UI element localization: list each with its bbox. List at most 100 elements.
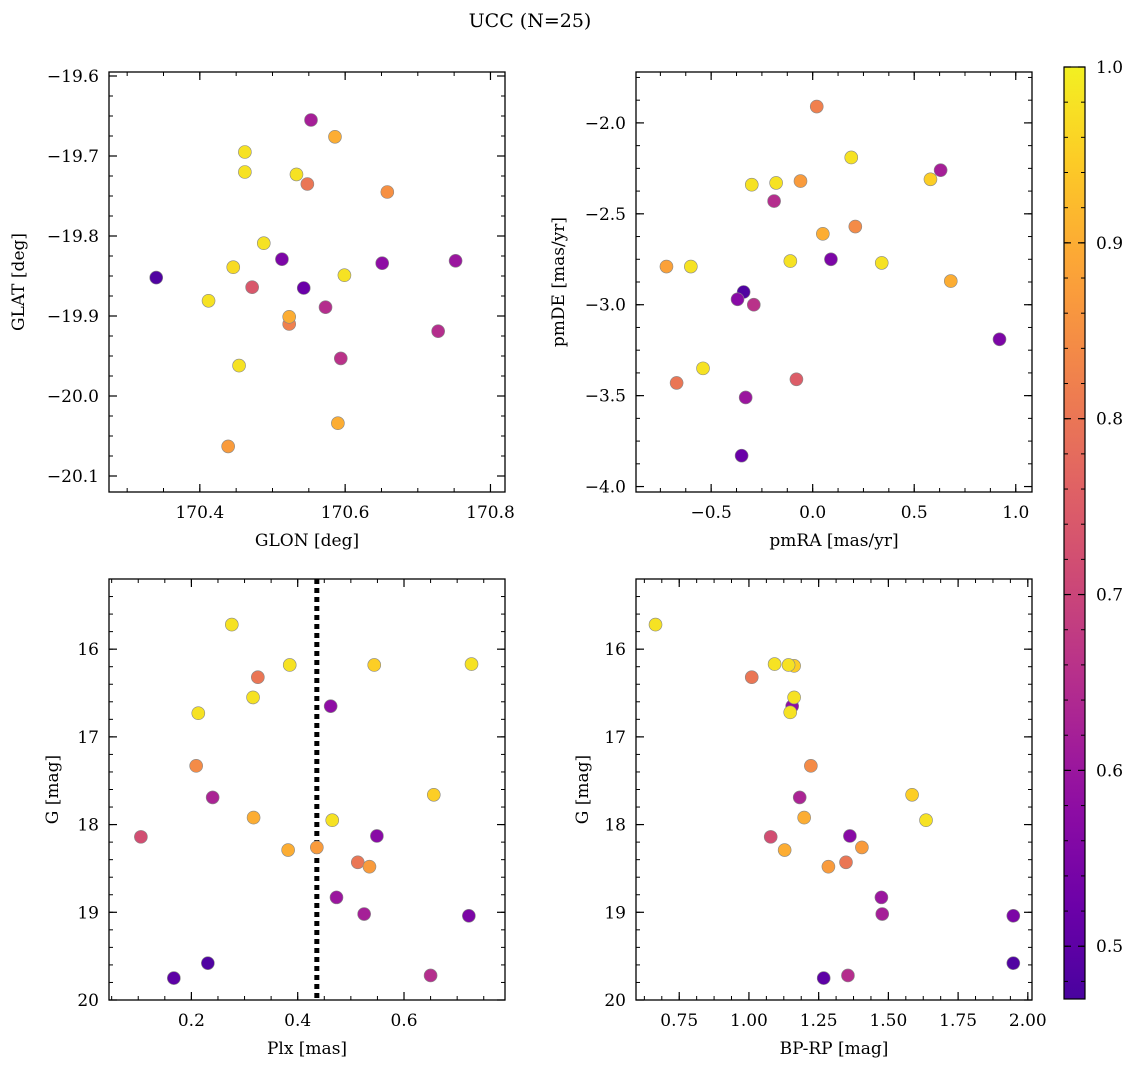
scatter-point [191, 706, 206, 720]
scatter-point [423, 968, 438, 983]
scatter-point [296, 281, 311, 295]
scatter-point [783, 254, 798, 268]
scatter-point [370, 829, 384, 843]
scatter-point [933, 163, 948, 177]
x-tick-label: 1.0 [1002, 503, 1029, 523]
scatter-point [816, 227, 830, 241]
y-axis-label: G [mag] [43, 755, 63, 824]
scatter-point [375, 256, 390, 271]
y-tick-label: −2.5 [585, 205, 626, 225]
scatter-point [696, 361, 710, 376]
scatter-point [462, 908, 476, 923]
scatter-point [448, 253, 463, 268]
scatter-point [874, 256, 889, 270]
colorbar-tick-label: 0.8 [1096, 410, 1123, 430]
panels: 170.4 170.6 170.8−20.1−20.0−19.9−19.8−19.7… [9, 67, 1047, 1059]
scatter-point [431, 324, 445, 339]
scatter-point [793, 174, 808, 188]
scatter-point [767, 194, 781, 208]
x-tick-label: 1.25 [800, 1011, 838, 1031]
scatter-point [777, 843, 792, 857]
scatter-point [648, 617, 663, 632]
scatter-point [874, 890, 889, 905]
scatter-point [251, 670, 265, 685]
colorbar-tick-label: 0.7 [1096, 586, 1123, 606]
scatter-point [659, 259, 674, 274]
y-tick-label: 20 [604, 991, 626, 1011]
scatter-point [992, 332, 1007, 347]
scatter-point [201, 956, 215, 970]
scatter-point [919, 813, 933, 827]
x-tick-label: 0.2 [178, 1011, 205, 1031]
scatter-point [134, 830, 148, 844]
scatter-point [781, 658, 796, 672]
scatter-point [730, 292, 745, 307]
scatter-point [380, 185, 395, 199]
y-tick-label: −3.0 [585, 296, 626, 316]
scatter-point [816, 971, 831, 985]
y-tick-label: 19 [604, 903, 626, 923]
scatter-point [329, 890, 344, 905]
scatter-point [746, 297, 761, 312]
scatter-point [797, 810, 811, 825]
axes-frame [635, 578, 1033, 1001]
scatter-point [744, 177, 759, 192]
scatter-point [744, 670, 759, 685]
scatter-point [325, 813, 340, 827]
scatter-point [289, 167, 304, 182]
scatter-point [738, 390, 753, 405]
x-tick-label: 2.00 [1009, 1011, 1047, 1031]
y-tick-label: −3.5 [585, 387, 626, 407]
scatter-point [246, 690, 260, 705]
y-tick-label: 16 [77, 640, 99, 660]
scatter-point [149, 270, 164, 285]
x-tick-label: 0.5 [901, 503, 928, 523]
y-tick-label: −19.8 [47, 227, 99, 247]
scatter-point [848, 219, 863, 234]
axes-frame [108, 71, 506, 493]
scatter-point [331, 416, 345, 431]
scatter-point [224, 617, 239, 632]
scatter-point [843, 829, 857, 843]
panel-bprp-g: 0.75 1.00 1.25 1.50 1.75 2.00 16 17 18 19 20 BP-RP … [573, 578, 1047, 1059]
scatter-point [824, 252, 838, 267]
scatter-point [769, 176, 783, 190]
x-tick-label: 1.50 [869, 1011, 907, 1031]
panel-pmra-pmde: −0.5 0.0 0.5 1.0 −4.0 −3.5 −3.0 −2.5 −2.0 pmRA [m… [549, 71, 1033, 551]
scatter-point [189, 759, 203, 773]
y-tick-label: −19.9 [47, 307, 99, 327]
scatter-point [1006, 956, 1021, 970]
colorbar-tick-label: 0.6 [1096, 761, 1123, 781]
scatter-point [855, 840, 869, 855]
y-axis-label: pmDE [mas/yr] [549, 217, 569, 347]
colorbar-tick-label: 1.0 [1096, 58, 1123, 78]
scatter-point [905, 787, 919, 802]
scatter-point [221, 439, 235, 454]
x-axis-label: Plx [mas] [267, 1039, 347, 1059]
scatter-point [323, 699, 338, 713]
x-axis-label: GLON [deg] [255, 531, 359, 551]
x-tick-label: 170.6 [321, 503, 370, 523]
scatter-point [464, 657, 479, 671]
colorbar-gradient [1063, 66, 1086, 1000]
y-axis-label: GLAT [deg] [9, 233, 29, 331]
scatter-point [839, 855, 853, 870]
scatter-point [350, 855, 365, 870]
scatter-point [844, 150, 859, 165]
y-tick-label: 17 [77, 728, 99, 748]
scatter-point [367, 658, 382, 672]
scatter-point [275, 252, 289, 267]
scatter-point [304, 113, 318, 127]
x-tick-label: 170.4 [175, 503, 224, 523]
scatter-point [281, 843, 295, 857]
scatter-point [238, 165, 252, 179]
scatter-point [282, 309, 296, 324]
x-tick-label: 1.75 [939, 1011, 977, 1031]
scatter-point [841, 968, 855, 983]
panel-plx-g: 0.2 0.4 0.6 16 17 18 19 20 Plx [mas] G [mag] [43, 578, 506, 1059]
colorbar: 0.5 0.6 0.7 0.8 0.9 1.0 [1063, 58, 1123, 1000]
y-tick-label: −2.0 [585, 114, 626, 134]
axes-frame [635, 71, 1033, 493]
scatter-point [201, 293, 216, 308]
